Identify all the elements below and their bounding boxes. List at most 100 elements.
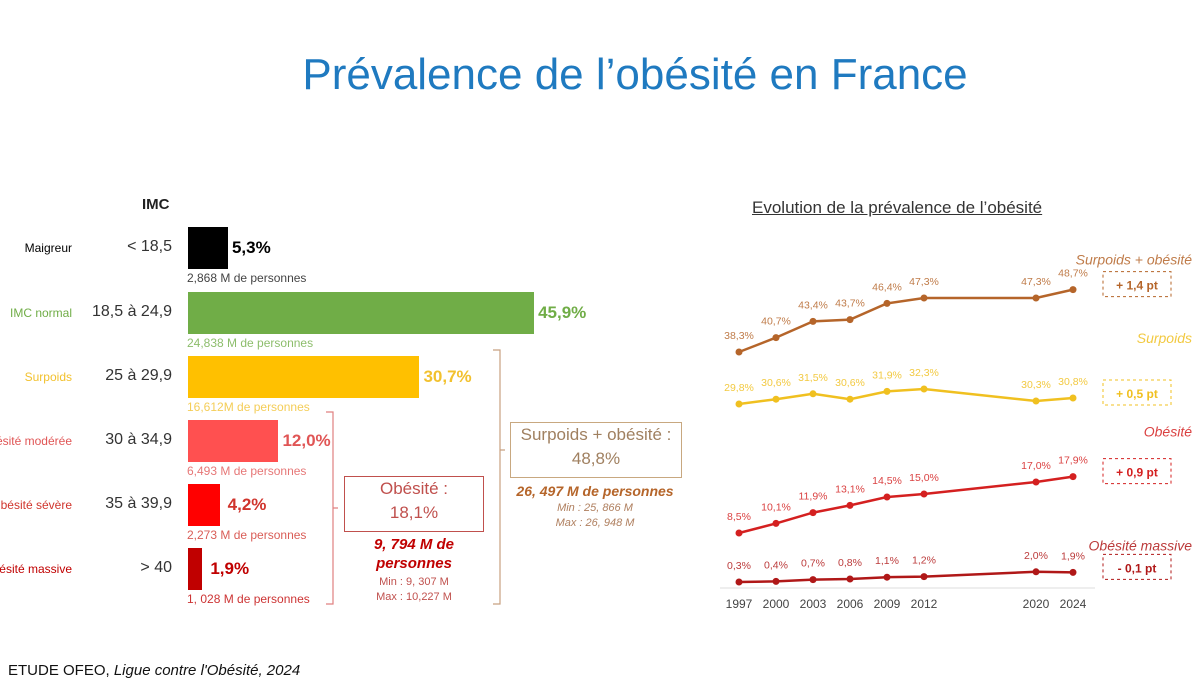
data-point (735, 578, 743, 586)
data-point (809, 576, 817, 584)
data-point (1069, 394, 1077, 402)
source-prefix: ETUDE OFEO, (8, 662, 114, 679)
data-point (735, 529, 743, 537)
x-tick-label: 2003 (800, 597, 827, 611)
data-point (883, 493, 891, 501)
bar (188, 356, 420, 398)
chart-title: Evolution de la prévalence de l’obésité (752, 198, 1043, 217)
x-tick-label: 2024 (1060, 597, 1087, 611)
obesite-people-1: 9, 794 M de (373, 536, 455, 553)
data-label: 17,0% (1021, 460, 1051, 472)
change-label: + 0,9 pt (1116, 466, 1158, 480)
data-point (920, 385, 928, 393)
series-line (738, 387, 1074, 406)
data-label: 48,7% (1058, 268, 1088, 280)
obesite-people: 9, 794 M de personnes (344, 535, 484, 573)
data-point (846, 501, 854, 509)
data-point (1069, 568, 1077, 576)
series-line (738, 288, 1074, 354)
bar-percent-label: 1,9% (210, 559, 250, 578)
change-box (1102, 553, 1172, 580)
data-label: 0,4% (764, 559, 788, 571)
bar-people-label: 24,838 M de personnes (187, 336, 314, 350)
bar-percent-label: 4,2% (227, 495, 267, 514)
change-box (1102, 271, 1172, 298)
data-label: 0,7% (801, 558, 825, 570)
data-label: 30,6% (835, 377, 865, 389)
data-point (883, 387, 891, 395)
data-label: 17,9% (1058, 455, 1088, 467)
so-box-title: Surpoids + obésité : (520, 425, 672, 444)
surpoids-obesite-bracket (493, 349, 505, 605)
data-label: 0,3% (727, 560, 751, 572)
row-range: 25 à 29,9 (105, 367, 172, 384)
row-category: Obésité modérée (0, 434, 72, 448)
data-label: 30,6% (761, 377, 791, 389)
bar (188, 227, 228, 269)
data-point (846, 395, 854, 403)
source-citation: ETUDE OFEO, Ligue contre l'Obésité, 2024 (8, 662, 300, 679)
data-label: 38,3% (724, 330, 754, 342)
row-category: IMC normal (9, 306, 72, 320)
data-label: 32,3% (909, 367, 939, 379)
series-name: Obésité (1144, 424, 1192, 440)
data-point (1032, 294, 1040, 302)
data-label: 30,8% (1058, 376, 1088, 388)
bar (188, 292, 535, 334)
data-point (772, 334, 780, 342)
data-label: 31,5% (798, 372, 828, 384)
page-title: Prévalence de l’obésité en France (302, 50, 968, 99)
series-line (738, 475, 1074, 535)
series-name: Surpoids + obésité (1076, 252, 1193, 268)
data-label: 29,8% (724, 382, 754, 394)
data-point (920, 573, 928, 581)
data-label: 14,5% (872, 475, 902, 487)
data-point (735, 348, 743, 356)
change-label: + 1,4 pt (1116, 279, 1158, 293)
row-category: Obésité massive (0, 562, 72, 576)
data-point (1069, 473, 1077, 481)
source-italic: Ligue contre l'Obésité, 2024 (113, 662, 301, 679)
data-label: 1,1% (875, 555, 899, 567)
brackets (326, 349, 505, 605)
data-label: 46,4% (872, 281, 902, 293)
data-point (883, 573, 891, 581)
data-label: 1,9% (1061, 550, 1085, 562)
data-point (735, 400, 743, 408)
x-tick-label: 2012 (911, 597, 938, 611)
change-label: + 0,5 pt (1116, 387, 1158, 401)
so-box-value: 48,8% (571, 449, 621, 468)
bar-percent-label: 30,7% (423, 367, 472, 386)
bar (188, 420, 279, 462)
obesite-min: Min : 9, 307 M (379, 576, 449, 588)
bar (188, 484, 220, 526)
x-tick-label: 2020 (1023, 597, 1050, 611)
row-category: Obésité sévère (0, 498, 72, 512)
series-name: Obésité massive (1089, 537, 1193, 553)
data-label: 1,2% (912, 555, 936, 567)
data-point (846, 575, 854, 583)
obesite-box-title: Obésité : (379, 479, 449, 498)
data-point (920, 490, 928, 498)
x-tick-label: 2006 (837, 597, 864, 611)
bar-percent-label: 12,0% (282, 431, 331, 450)
data-label: 0,8% (838, 557, 862, 569)
data-label: 40,7% (761, 316, 791, 328)
bar-people-label: 2,868 M de personnes (187, 271, 307, 285)
x-tick-label: 2000 (763, 597, 790, 611)
line-chart: 1997 2000 2003 2006 2009 2012 2020 2024 38,3% 40,… (720, 252, 1193, 611)
row-range: < 18,5 (127, 238, 172, 255)
bar-people-label: 1, 028 M de personnes (187, 592, 310, 606)
row-category: Maigreur (24, 241, 72, 255)
data-label: 43,4% (798, 299, 828, 311)
row-range: 30 à 34,9 (105, 431, 172, 448)
data-point (920, 294, 928, 302)
obesite-box-value: 18,1% (389, 503, 439, 522)
obesite-max: Max : 10,227 M (376, 591, 452, 603)
data-point (1032, 397, 1040, 405)
data-label: 8,5% (727, 511, 751, 523)
imc-header: IMC (142, 196, 170, 213)
bar-percent-label: 5,3% (231, 238, 271, 257)
data-label: 47,3% (909, 276, 939, 288)
obesite-box: Obésité : 18,1% (344, 476, 484, 532)
